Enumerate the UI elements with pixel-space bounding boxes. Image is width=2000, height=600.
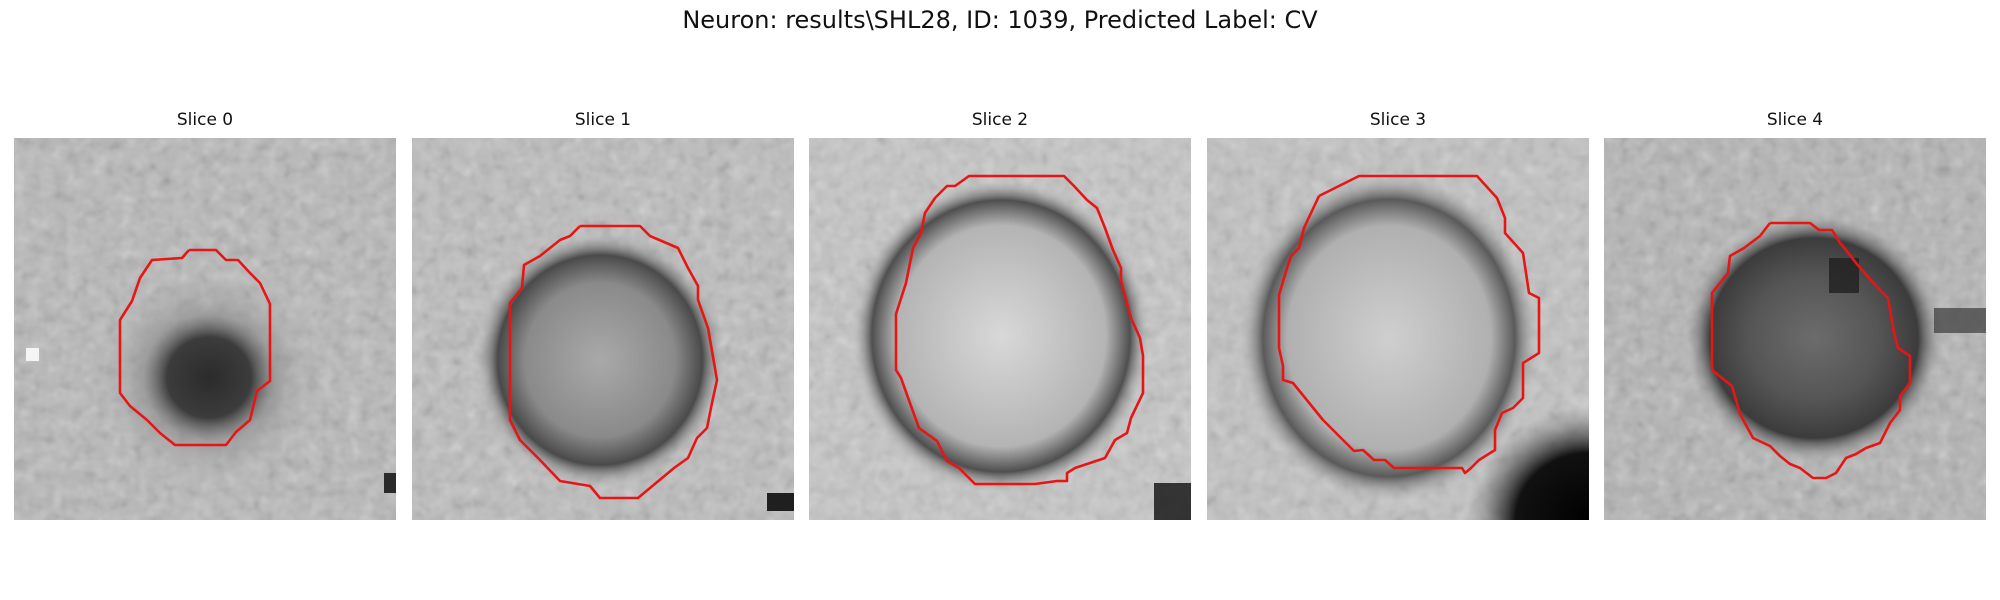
slice-title-3: Slice 3 [1369, 110, 1427, 130]
slice-panel-4: Slice 4 [1604, 110, 1986, 520]
slice-panel-2: Slice 2 [809, 110, 1191, 520]
slice-image-2 [809, 138, 1191, 520]
cell-contour-0 [118, 248, 272, 447]
figure-title: Neuron: results\SHL28, ID: 1039, Predict… [682, 6, 1318, 34]
cell-contour-2 [894, 174, 1145, 486]
slice-panel-1: Slice 1 [412, 110, 794, 520]
slice-image-3 [1207, 138, 1589, 520]
cell-contour-3 [1277, 174, 1541, 475]
cell-contour-1 [508, 224, 719, 500]
cell-contour-4 [1710, 221, 1912, 480]
slice-panel-3: Slice 3 [1207, 110, 1589, 520]
slice-image-4 [1604, 138, 1986, 520]
slice-panel-0: Slice 0 [14, 110, 396, 520]
slice-title-1: Slice 1 [574, 110, 632, 130]
slice-title-4: Slice 4 [1766, 110, 1824, 130]
slice-title-2: Slice 2 [971, 110, 1029, 130]
slice-image-0 [14, 138, 396, 520]
slice-title-0: Slice 0 [176, 110, 234, 130]
slice-image-1 [412, 138, 794, 520]
